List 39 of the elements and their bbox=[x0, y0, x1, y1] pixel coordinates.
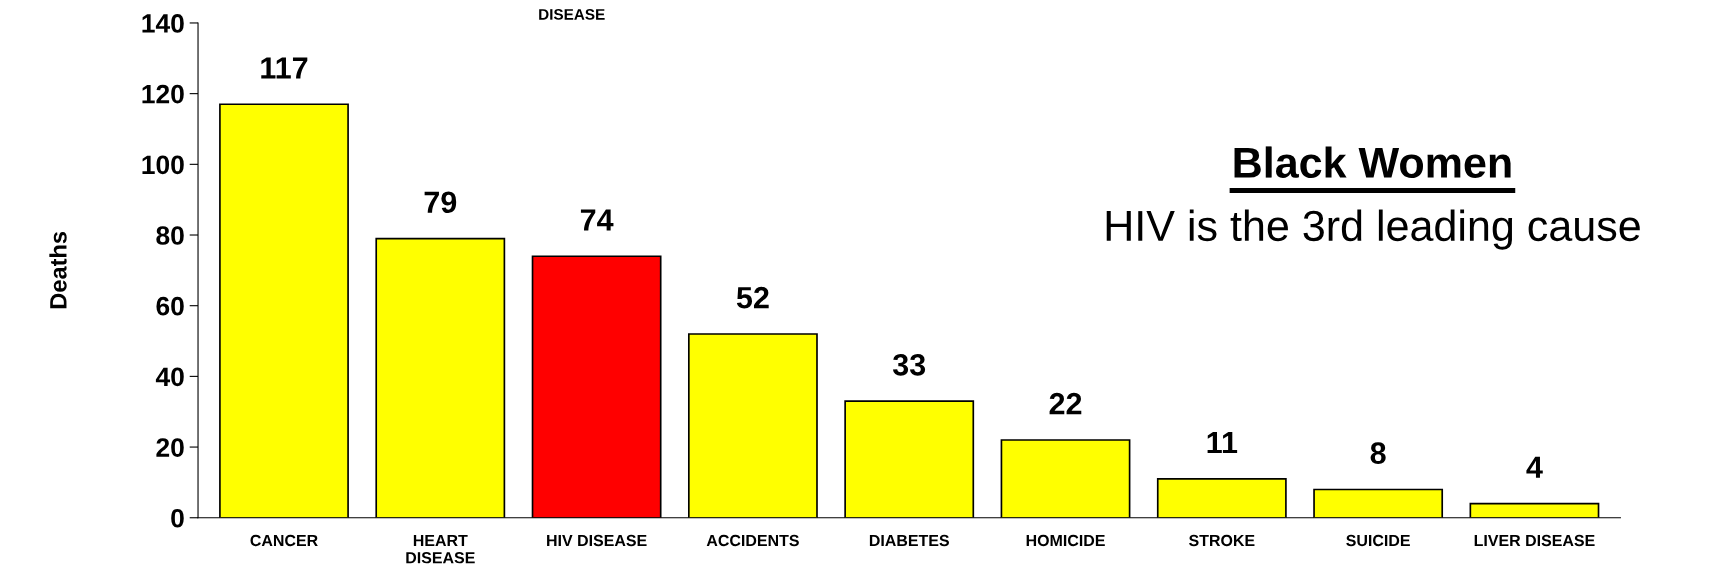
bar bbox=[1156, 478, 1287, 518]
y-tick-label: 140 bbox=[142, 14, 184, 33]
bar bbox=[1469, 502, 1600, 518]
bar bbox=[844, 400, 975, 518]
x-tick-label: ACCIDENTS bbox=[706, 534, 799, 547]
x-tick-label: HOMICIDE bbox=[1026, 534, 1105, 547]
y-tick-label: 100 bbox=[142, 155, 184, 175]
data-label: 74 bbox=[580, 209, 614, 231]
text: DISEASE bbox=[539, 9, 605, 20]
annotation: HIV is the 3rd leading cause bbox=[1106, 209, 1640, 250]
x-tick-label: HIV DISEASE bbox=[547, 534, 647, 547]
x-tick-label: CANCER bbox=[250, 534, 318, 547]
data-label: 8 bbox=[1370, 442, 1386, 464]
x-tick-label: LIVER DISEASE bbox=[1474, 534, 1595, 547]
data-label: 4 bbox=[1526, 456, 1543, 478]
x-tick-label: DIABETES bbox=[869, 534, 949, 547]
data-label: 33 bbox=[892, 354, 926, 376]
y-tick-label: 60 bbox=[156, 296, 184, 316]
data-label: 11 bbox=[1207, 432, 1238, 454]
y-axis-title: Deaths bbox=[49, 231, 67, 309]
bar bbox=[1313, 488, 1444, 518]
data-label: 79 bbox=[424, 191, 457, 214]
y-tick-label: 120 bbox=[142, 84, 184, 104]
bar bbox=[375, 237, 506, 518]
bar bbox=[1000, 439, 1131, 518]
text: Black Women bbox=[1234, 146, 1511, 179]
bar bbox=[687, 333, 818, 518]
x-tick-label: SUICIDE bbox=[1346, 534, 1410, 547]
y-tick-label: 80 bbox=[156, 226, 184, 245]
data-label: 117 bbox=[261, 57, 308, 79]
data-label: 52 bbox=[736, 286, 769, 309]
y-tick-label: 0 bbox=[171, 508, 184, 528]
data-label: 22 bbox=[1049, 392, 1082, 415]
x-tick-label: STROKE bbox=[1189, 534, 1255, 547]
bar bbox=[219, 103, 349, 518]
y-tick-label: 20 bbox=[156, 438, 184, 457]
y-tick-label: 40 bbox=[155, 367, 184, 387]
x-tick-label: HEART DISEASE bbox=[406, 535, 475, 564]
bar bbox=[531, 255, 662, 518]
